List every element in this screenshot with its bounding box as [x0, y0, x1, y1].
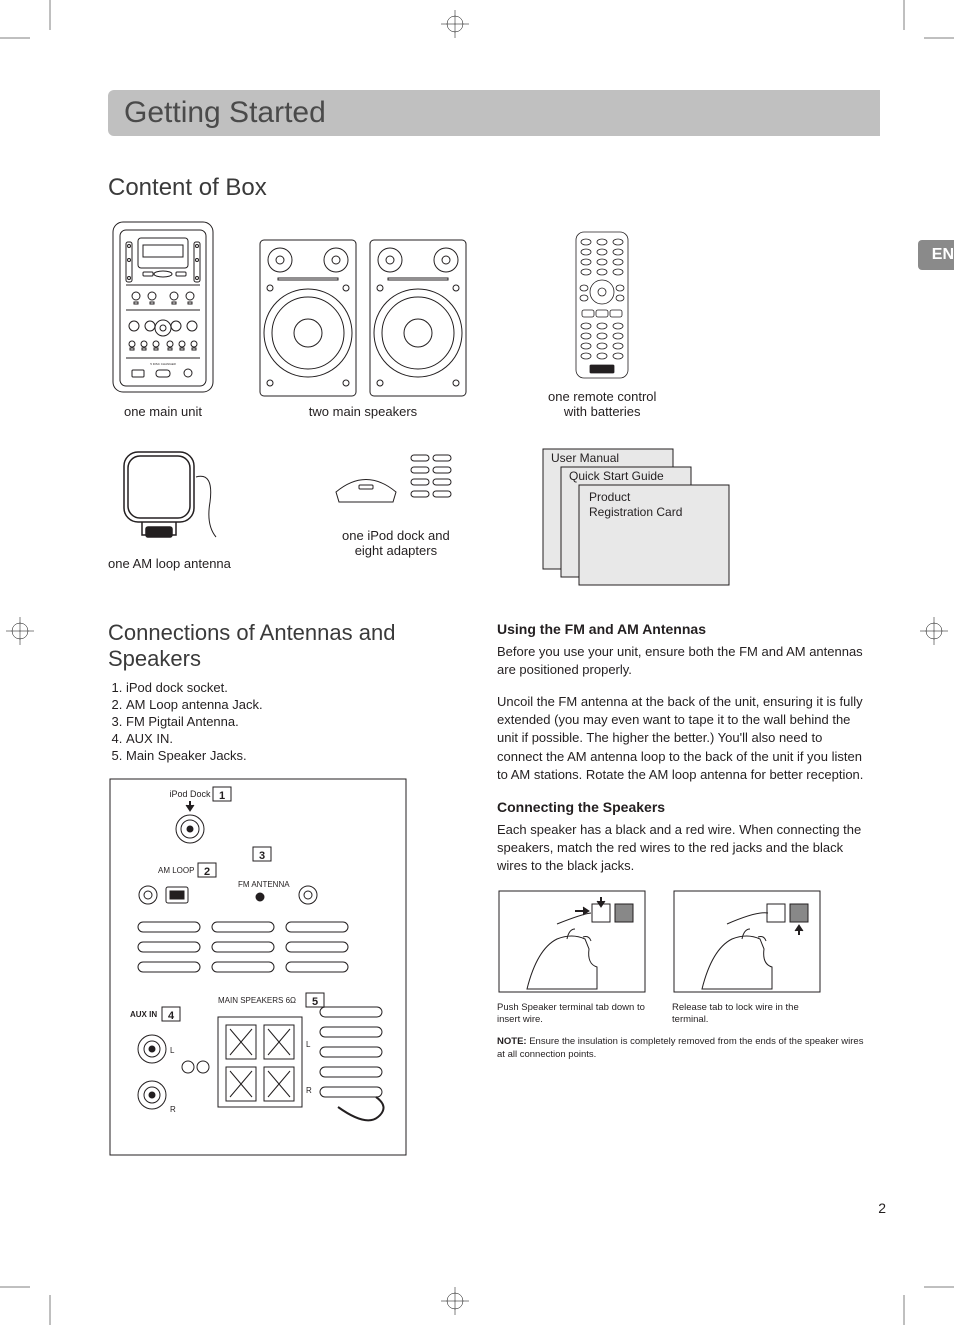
- main-unit-caption: one main unit: [108, 404, 218, 419]
- page-title-bar: Getting Started: [108, 90, 880, 136]
- right-text-column: Using the FM and AM Antennas Before you …: [497, 620, 866, 1162]
- svg-text:5: 5: [312, 996, 318, 1008]
- svg-text:2: 2: [204, 866, 210, 878]
- box-item-speakers: two main speakers: [258, 238, 468, 419]
- box-contents-row1: 5 DISC CHANGER one main unit: [108, 220, 866, 419]
- list-item: AM Loop antenna Jack.: [126, 697, 467, 712]
- speaker-terminal-figs: Push Speaker terminal tab down to insert…: [497, 889, 866, 1026]
- svg-text:R: R: [170, 1105, 176, 1114]
- list-item: iPod dock socket.: [126, 680, 467, 695]
- dock-icon: [331, 447, 461, 517]
- antenna-caption: one AM loop antenna: [108, 556, 231, 571]
- box-contents-row2: one AM loop antenna one iPod dock and ei…: [108, 447, 866, 590]
- docs-icon: User Manual Quick Start Guide Product Re…: [541, 447, 751, 587]
- svg-text:4: 4: [168, 1010, 175, 1022]
- svg-text:3: 3: [259, 850, 265, 862]
- box-item-docs: User Manual Quick Start Guide Product Re…: [541, 447, 751, 590]
- hand-release-icon: [672, 889, 822, 994]
- remote-icon: [572, 230, 632, 380]
- box-item-main-unit: 5 DISC CHANGER one main unit: [108, 220, 218, 419]
- contents-heading: Content of Box: [108, 174, 866, 202]
- main-unit-icon: 5 DISC CHANGER: [108, 220, 218, 395]
- back-panel-diagram: iPod Dock 1 AM LOOP 2 3 FM ANTENNA: [108, 777, 408, 1157]
- push-caption: Push Speaker terminal tab down to insert…: [497, 1002, 662, 1026]
- speakers-heading: Connecting the Speakers: [497, 798, 866, 818]
- speaker-icon: [368, 238, 468, 398]
- list-item: AUX IN.: [126, 731, 467, 746]
- svg-text:L: L: [170, 1046, 175, 1055]
- svg-text:5 DISC CHANGER: 5 DISC CHANGER: [150, 362, 176, 366]
- box-item-dock: one iPod dock and eight adapters: [331, 447, 461, 558]
- antenna-icon: [114, 447, 224, 547]
- connections-list: iPod dock socket. AM Loop antenna Jack. …: [108, 680, 467, 763]
- svg-text:1: 1: [219, 790, 225, 802]
- svg-text:R: R: [306, 1086, 312, 1095]
- page-number: 2: [878, 1200, 886, 1216]
- speaker-icon: [258, 238, 358, 398]
- remote-caption: one remote control with batteries: [548, 389, 656, 419]
- doc-label-reg2: Registration Card: [589, 505, 682, 519]
- fm-am-para1: Before you use your unit, ensure both th…: [497, 643, 866, 679]
- svg-text:AUX IN: AUX IN: [130, 1010, 157, 1019]
- release-caption: Release tab to lock wire in the terminal…: [672, 1002, 837, 1026]
- box-item-antenna: one AM loop antenna: [108, 447, 231, 571]
- dock-caption: one iPod dock and eight adapters: [331, 528, 461, 558]
- fm-am-para2: Uncoil the FM antenna at the back of the…: [497, 693, 866, 784]
- svg-text:FM ANTENNA: FM ANTENNA: [238, 880, 290, 889]
- hand-push-icon: [497, 889, 647, 994]
- bottom-columns: Connections of Antennas and Speakers iPo…: [108, 620, 866, 1162]
- connections-column: Connections of Antennas and Speakers iPo…: [108, 620, 467, 1162]
- language-tab: EN: [918, 240, 954, 270]
- list-item: FM Pigtail Antenna.: [126, 714, 467, 729]
- svg-text:AM LOOP: AM LOOP: [158, 866, 194, 875]
- speakers-caption: two main speakers: [258, 404, 468, 419]
- box-item-remote: one remote control with batteries: [548, 230, 656, 419]
- list-item: Main Speaker Jacks.: [126, 748, 467, 763]
- doc-label-user-manual: User Manual: [551, 451, 619, 465]
- svg-text:L: L: [306, 1040, 311, 1049]
- connections-heading: Connections of Antennas and Speakers: [108, 620, 467, 672]
- note-text: NOTE: Ensure the insulation is completel…: [497, 1036, 866, 1062]
- speakers-para: Each speaker has a black and a red wire.…: [497, 821, 866, 876]
- doc-label-qsg: Quick Start Guide: [569, 469, 664, 483]
- svg-text:MAIN SPEAKERS 6Ω: MAIN SPEAKERS 6Ω: [218, 996, 296, 1005]
- svg-text:iPod Dock: iPod Dock: [169, 789, 211, 799]
- page-title: Getting Started: [124, 96, 326, 129]
- doc-label-reg1: Product: [589, 490, 631, 504]
- fm-am-heading: Using the FM and AM Antennas: [497, 620, 866, 640]
